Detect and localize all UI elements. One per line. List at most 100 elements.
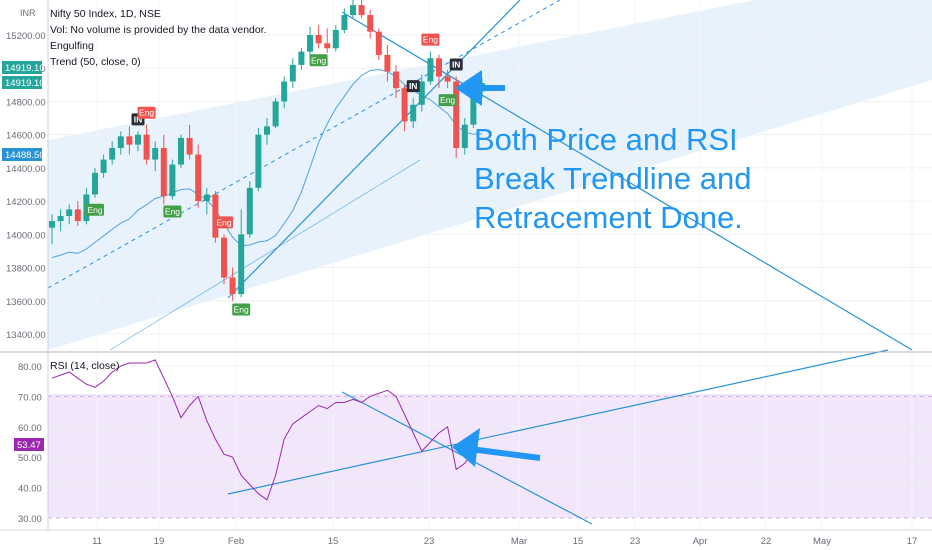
candle xyxy=(186,124,193,160)
time-tick-label: Apr xyxy=(693,536,708,547)
support-trendline xyxy=(227,0,521,299)
pattern-marker: Eng xyxy=(309,54,328,67)
candle xyxy=(341,8,348,34)
candle xyxy=(152,141,159,172)
candle xyxy=(109,141,116,165)
time-tick-label: 22 xyxy=(761,536,772,547)
rsi-line xyxy=(51,359,483,501)
candle xyxy=(384,44,391,82)
candle xyxy=(427,51,434,85)
candle xyxy=(178,134,184,168)
lower-channel-line xyxy=(109,159,421,351)
rsi-title[interactable]: RSI (14, close) xyxy=(50,360,119,372)
candle xyxy=(255,128,262,192)
candle xyxy=(418,74,425,112)
candles xyxy=(49,0,485,301)
candle xyxy=(350,0,356,19)
svg-text:Eng: Eng xyxy=(234,304,249,314)
time-tick-label: 17 xyxy=(907,536,918,547)
pattern-marker: Eng xyxy=(421,33,440,46)
pattern-marker: IN xyxy=(406,80,420,93)
candle xyxy=(264,118,270,145)
candle xyxy=(57,209,64,232)
indicator-engulfing[interactable]: Engulfing xyxy=(50,40,94,52)
svg-text:IN: IN xyxy=(134,114,143,124)
candle xyxy=(135,131,141,152)
candle xyxy=(298,48,305,70)
candle xyxy=(393,64,399,99)
candle xyxy=(332,25,339,52)
symbol-title[interactable]: Nifty 50 Index, 1D, NSE xyxy=(50,8,161,20)
rsi-tick-label: 80.00 xyxy=(18,362,42,373)
candle xyxy=(246,181,253,238)
time-tick-label: May xyxy=(813,536,831,547)
time-tick-label: 15 xyxy=(573,536,584,547)
currency-label: INR xyxy=(20,8,36,18)
candle xyxy=(461,118,468,155)
rsi-arrow xyxy=(452,428,541,467)
rsi-tick-label: 50.00 xyxy=(18,453,42,464)
price-cursor-badge: 14919.10 xyxy=(2,76,45,89)
svg-text:Eng: Eng xyxy=(87,205,102,215)
price-tick-label: 14800.00 xyxy=(6,97,46,108)
candle xyxy=(324,28,331,54)
candle xyxy=(195,144,202,208)
candle xyxy=(410,98,417,129)
price-tick-label: 13400.00 xyxy=(6,330,46,341)
annotation-line-2: Break Trendline and xyxy=(474,161,751,196)
time-tick-label: Feb xyxy=(228,536,244,547)
trend-value-badge: 14488.50 xyxy=(2,148,45,161)
annotation-line-3: Retracement Done. xyxy=(474,200,743,235)
pattern-marker: Eng xyxy=(163,205,182,218)
svg-text:Eng: Eng xyxy=(440,95,455,105)
pattern-marker: Eng xyxy=(215,216,233,229)
rsi-axis: 30.00 40.00 50.00 60.00 70.00 80.00 xyxy=(18,362,42,525)
indicator-trend[interactable]: Trend (50, close, 0) xyxy=(50,56,141,68)
time-tick-label: 23 xyxy=(630,536,641,547)
rsi-tick-label: 70.00 xyxy=(18,392,42,403)
rsi-tick-label: 40.00 xyxy=(18,484,42,495)
candle xyxy=(289,58,296,89)
candle xyxy=(401,84,408,132)
candle xyxy=(238,209,245,298)
channel-midline xyxy=(47,0,561,289)
pattern-marker: IN xyxy=(449,58,463,71)
price-tick-label: 13800.00 xyxy=(6,264,46,275)
rsi-tick-label: 60.00 xyxy=(18,423,42,434)
grid xyxy=(48,0,932,530)
pattern-marker: Eng xyxy=(86,203,104,216)
price-tick-label: 14000.00 xyxy=(6,230,46,241)
candle xyxy=(221,234,227,285)
svg-text:Eng: Eng xyxy=(165,206,180,216)
candle xyxy=(315,25,322,49)
candle xyxy=(281,76,288,109)
time-axis: 11 19 Feb 15 23 Mar 15 23 Apr 22 May 17 xyxy=(92,536,917,547)
time-tick-label: 15 xyxy=(328,536,339,547)
rsi-band xyxy=(48,394,932,518)
svg-text:IN: IN xyxy=(452,60,461,70)
candle xyxy=(160,134,167,205)
candle xyxy=(143,124,150,165)
volume-note: Vol: No volume is provided by the data v… xyxy=(50,24,267,36)
svg-text:Eng: Eng xyxy=(139,108,154,118)
price-tick-label: 13600.00 xyxy=(6,297,46,308)
candle xyxy=(169,159,176,200)
candle xyxy=(203,187,210,215)
candle xyxy=(375,28,382,60)
candle xyxy=(126,126,133,155)
rsi-value-badge: 53.47 xyxy=(14,438,44,451)
svg-text:Eng: Eng xyxy=(311,55,326,65)
pattern-marker: Eng xyxy=(438,94,457,107)
price-arrow xyxy=(455,70,505,106)
pattern-marker: Eng xyxy=(137,106,156,119)
svg-text:Eng: Eng xyxy=(216,217,231,227)
price-tick-label: 14200.00 xyxy=(6,197,46,208)
svg-text:14919.10: 14919.10 xyxy=(5,63,45,74)
candle xyxy=(307,26,313,59)
trend-channel-fill xyxy=(48,0,932,350)
svg-text:IN: IN xyxy=(409,81,418,91)
price-tick-label: 14600.00 xyxy=(6,131,46,142)
candle xyxy=(453,76,460,158)
